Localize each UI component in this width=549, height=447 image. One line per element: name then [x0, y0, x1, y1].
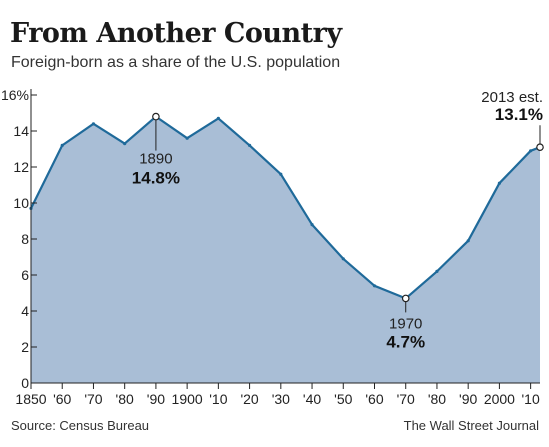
annotation-year-2013: 2013 est.: [481, 89, 543, 106]
data-point: [435, 269, 439, 273]
x-tick-label: '10: [209, 391, 227, 407]
source-note: Source: Census Bureau: [11, 418, 150, 433]
data-point: [216, 116, 220, 120]
y-tick-label: 10: [13, 195, 29, 211]
x-tick-label: '90: [459, 391, 477, 407]
y-tick-label: 4: [21, 303, 29, 319]
x-tick-label: '10: [522, 391, 540, 407]
y-tick-label: 12: [13, 159, 29, 175]
x-tick-label: '60: [365, 391, 383, 407]
annotation-marker: [536, 143, 544, 152]
data-point: [60, 143, 64, 147]
data-point: [279, 172, 283, 176]
x-tick-label: 1850: [15, 391, 46, 407]
y-tick-label: 6: [21, 267, 29, 283]
data-point: [466, 239, 470, 243]
publisher-credit: The Wall Street Journal: [403, 418, 539, 433]
x-tick-label: '70: [397, 391, 415, 407]
chart-title: From Another Country: [10, 18, 342, 49]
data-point: [529, 149, 533, 153]
data-point: [91, 122, 96, 126]
annotation-year-1890: 1890: [139, 151, 172, 168]
annotation-marker: [152, 112, 160, 121]
y-tick-label: 8: [21, 231, 29, 247]
y-tick-label: 2: [21, 339, 29, 355]
x-tick-label: '70: [84, 391, 102, 407]
x-tick-label: '50: [334, 391, 352, 407]
x-tick-label: '20: [240, 391, 258, 407]
x-tick-label: 1900: [172, 391, 203, 407]
data-point: [341, 257, 345, 261]
y-tick-label: 0: [21, 375, 29, 391]
series-area: [31, 116, 540, 383]
annotation-marker: [401, 294, 410, 303]
y-tick-label: 16%: [1, 87, 29, 103]
data-point: [247, 143, 252, 147]
x-tick-label: '60: [53, 391, 71, 407]
y-tick-label: 14: [13, 123, 29, 139]
annotation-year-1970: 1970: [389, 315, 422, 332]
x-tick-label: '90: [147, 391, 165, 407]
data-point: [185, 136, 189, 140]
data-point: [123, 142, 127, 146]
x-tick-label: '40: [303, 391, 321, 407]
x-tick-label: '80: [116, 391, 134, 407]
series-line: [30, 115, 541, 300]
data-point: [310, 223, 314, 227]
x-tick-label: 2000: [484, 391, 515, 407]
x-tick-label: '80: [428, 391, 446, 407]
data-point: [497, 181, 502, 185]
annotation-value-1890: 14.8%: [132, 169, 180, 188]
x-tick-label: '30: [272, 391, 290, 407]
chart-subtitle: Foreign-born as a share of the U.S. popu…: [11, 54, 341, 71]
data-point: [372, 284, 377, 288]
annotation-value-1970: 4.7%: [386, 332, 425, 351]
annotation-value-2013: 13.1%: [495, 105, 543, 124]
